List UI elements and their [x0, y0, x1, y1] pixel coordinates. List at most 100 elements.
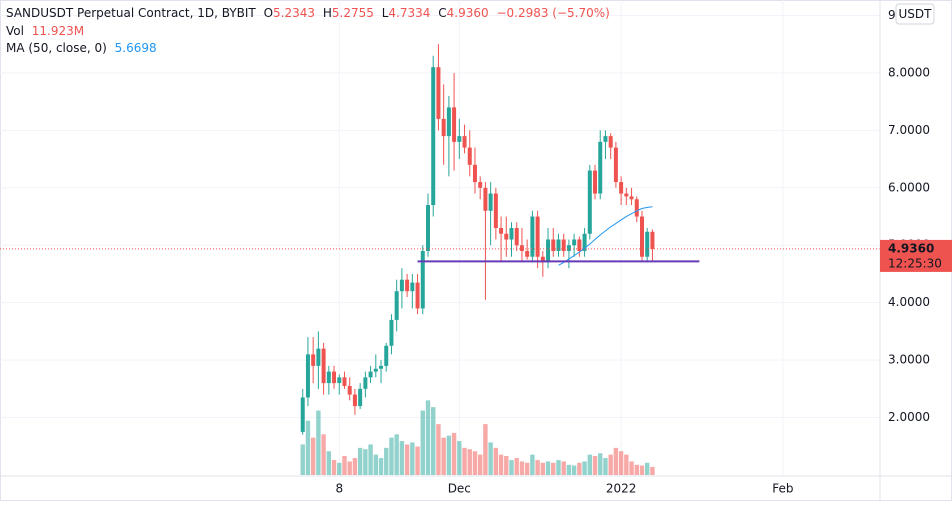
x-tick-label: 2022: [606, 482, 637, 496]
volume-bar: [587, 454, 592, 475]
candle-body: [535, 216, 540, 257]
candle-body: [394, 291, 399, 320]
candle-body: [530, 216, 535, 257]
candle-body: [326, 371, 331, 384]
candle-body: [300, 397, 305, 432]
l-label: L: [382, 6, 389, 20]
candle-body: [556, 239, 561, 251]
o-value: 5.2343: [273, 6, 315, 20]
candle-body: [420, 250, 425, 309]
vol-label: Vol: [6, 24, 24, 38]
volume-bar: [436, 424, 441, 475]
candle-body: [525, 250, 530, 257]
candle-body: [337, 377, 342, 384]
candle-body: [566, 245, 571, 251]
volume-bar: [551, 462, 556, 475]
candle-body: [436, 67, 441, 119]
candle-body: [603, 136, 608, 142]
volume-bar: [493, 447, 499, 475]
volume-bar: [639, 465, 645, 475]
volume-bar: [420, 410, 425, 475]
volume-bar: [535, 460, 540, 475]
volume-bar: [618, 451, 624, 475]
candle-body: [305, 354, 310, 398]
candle-body: [410, 282, 415, 292]
volume-bar: [352, 458, 358, 475]
volume-bar: [498, 454, 504, 475]
c-value: 4.9360: [447, 6, 489, 20]
y-tick-label: 6.0000: [888, 180, 930, 194]
candle-body: [425, 205, 430, 251]
x-tick-label: 8: [335, 482, 343, 496]
volume-bar: [645, 462, 650, 475]
volume-bar: [462, 447, 467, 475]
plot: [0, 44, 880, 475]
candle-body: [645, 231, 650, 257]
volume-bar: [342, 456, 347, 475]
volume-bar: [477, 454, 483, 475]
volume-bar: [368, 444, 373, 475]
volume-bar: [545, 461, 551, 475]
candle-body: [504, 233, 509, 240]
y-tick-label: 8.0000: [888, 65, 930, 79]
volume-bar: [598, 453, 603, 475]
ma-label: MA (50, close, 0): [6, 41, 107, 55]
candle-body: [629, 196, 634, 200]
candle-body: [582, 233, 587, 251]
volume-bar: [488, 442, 493, 475]
candle-body: [352, 394, 357, 407]
candle-body: [363, 377, 368, 389]
volume-bar: [389, 437, 394, 475]
candle-body: [478, 182, 483, 188]
vol-value: 11.923M: [32, 24, 84, 38]
legend-main: SANDUSDT Perpetual Contract, 1D, BYBIT O…: [6, 6, 610, 20]
candle-body: [373, 368, 378, 372]
volume-bar: [321, 434, 326, 475]
volume-bar: [629, 461, 634, 475]
volume-bar: [451, 432, 457, 475]
volume-bar: [566, 464, 572, 475]
candle-body: [639, 216, 644, 257]
volume-bar: [577, 462, 582, 475]
volume-bar: [404, 444, 410, 475]
volume-bar: [337, 462, 342, 475]
volume-bar: [431, 407, 436, 475]
candle-body: [462, 136, 467, 148]
volume-bar: [561, 461, 566, 475]
volume-bar: [524, 462, 530, 475]
volume-bar: [540, 462, 546, 475]
volume-bar: [441, 437, 446, 475]
volume-bar: [608, 454, 613, 475]
volume-bar: [650, 466, 655, 475]
volume-bar: [613, 447, 619, 475]
volume-bar: [378, 458, 384, 475]
volume-bar: [326, 451, 332, 475]
volume-bar: [504, 456, 509, 475]
currency-button[interactable]: [895, 3, 935, 25]
last-price-box: [880, 239, 952, 272]
h-label: H: [323, 6, 332, 20]
volume-bar: [571, 465, 577, 475]
volume-bar: [530, 454, 535, 475]
volume-bar: [514, 458, 519, 475]
l-value: 4.7334: [388, 6, 430, 20]
candle-body: [488, 193, 493, 211]
title: SANDUSDT Perpetual Contract, 1D, BYBIT: [6, 6, 256, 20]
candle-body: [441, 118, 446, 137]
volume-bar: [472, 451, 478, 475]
ma-value: 5.6698: [115, 41, 157, 55]
volume-bar: [509, 460, 514, 475]
grid: [0, 0, 880, 475]
axes: 2.00003.00004.00005.00006.00007.00008.00…: [335, 8, 952, 496]
ma-line: [558, 206, 653, 266]
volume-bar: [582, 461, 587, 475]
volume-bar: [347, 461, 352, 475]
candle-body: [405, 279, 410, 292]
volume-bar: [300, 444, 305, 475]
candle-body: [467, 147, 472, 165]
currency-label[interactable]: USDT: [899, 7, 933, 21]
volume-bar: [410, 442, 415, 475]
candle-body: [311, 354, 316, 366]
volume-bar: [624, 454, 629, 475]
